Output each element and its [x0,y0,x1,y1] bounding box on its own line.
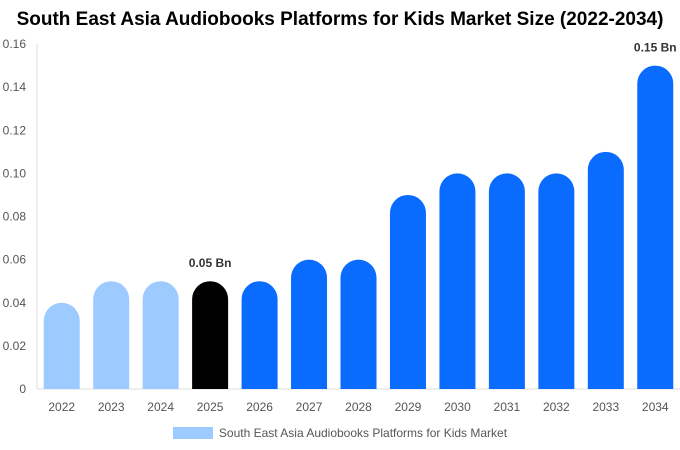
x-tick-label: 2031 [494,400,521,414]
bar-2028 [340,259,377,389]
bar-2025 [192,281,229,389]
chart-labels: 2022 2023 2024 2025 2026 2027 2028 2029 2030 2031… [48,41,676,414]
y-tick-label: 0.12 [3,123,27,137]
bar-2030 [439,173,476,389]
chart-legend: South East Asia Audiobooks Platforms for… [0,426,680,440]
bar-2032 [538,173,575,389]
y-tick-label: 0.10 [3,166,27,180]
y-tick-label: 0.14 [3,80,27,94]
bar-2027 [291,259,328,389]
bar-2023 [93,281,130,389]
bar-2022 [43,302,80,389]
x-tick-label: 2029 [395,400,422,414]
chart-title: South East Asia Audiobooks Platforms for… [16,9,664,30]
x-tick-label: 2027 [296,400,323,414]
bar-2024 [142,281,179,389]
bar-2033 [587,151,624,389]
y-tick-label: 0.08 [3,210,27,224]
x-tick-label: 2028 [345,400,372,414]
legend-swatch [172,427,213,439]
data-label-2034: 0.15 Bn [634,41,677,55]
x-tick-label: 2025 [197,400,224,414]
data-label-2025: 0.05 Bn [189,256,232,270]
bar-2029 [389,194,426,389]
y-tick-label: 0 [19,382,26,396]
y-tick-label: 0.06 [3,253,27,267]
bar-2034 [637,65,674,389]
chart-bars [43,65,674,389]
x-tick-label: 2024 [147,400,174,414]
y-tick-label: 0.16 [3,37,27,51]
x-tick-label: 2030 [444,400,471,414]
bar-2031 [488,173,525,389]
x-tick-label: 2026 [246,400,273,414]
x-tick-label: 2034 [642,400,669,414]
x-tick-label: 2032 [543,400,570,414]
bar-2026 [241,281,278,389]
legend-label: South East Asia Audiobooks Platforms for… [218,426,508,440]
x-tick-label: 2022 [48,400,75,414]
x-tick-label: 2023 [98,400,125,414]
y-tick-label: 0.02 [3,339,27,353]
x-tick-label: 2033 [592,400,619,414]
y-tick-label: 0.04 [3,296,27,310]
